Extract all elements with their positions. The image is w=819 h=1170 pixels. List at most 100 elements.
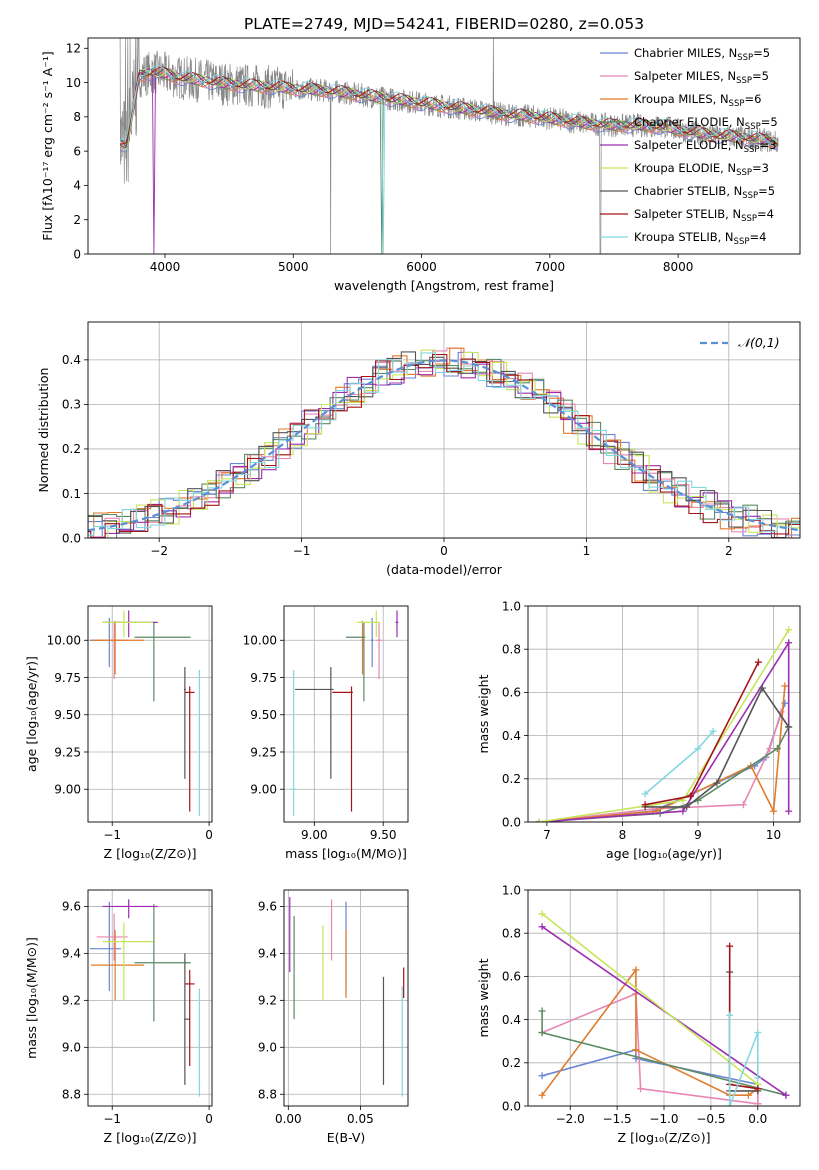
x-tick-label: −2 xyxy=(150,544,168,558)
x-tick-label: −2.0 xyxy=(556,1112,585,1126)
mass-weight-marker xyxy=(535,818,543,822)
error-bar-6 xyxy=(102,922,153,1001)
mass-weight-marker xyxy=(726,1011,734,1019)
y-tick-label: 0.2 xyxy=(502,1056,521,1070)
legend-entry: Salpeter STELIB, NSSP=4 xyxy=(634,207,774,224)
x-tick-label: 9.00 xyxy=(301,828,328,842)
mass-weight-marker xyxy=(538,1091,546,1099)
error-bar-6 xyxy=(102,610,153,638)
y-tick-label: 0.8 xyxy=(502,643,521,657)
error-bar-9 xyxy=(290,670,297,817)
mass-weight-series-6 xyxy=(541,913,759,1086)
error-bar-5 xyxy=(102,899,158,919)
y-tick-label: 9.50 xyxy=(54,708,81,722)
error-bar-1 xyxy=(370,617,374,668)
legend: Chabrier MILES, NSSP=5 Salpeter MILES, NS… xyxy=(600,46,778,247)
y-tick-label: 0.6 xyxy=(502,686,521,700)
x-tick-label: 6000 xyxy=(406,260,437,274)
legend-entry: 𝒩(0,1) xyxy=(738,335,780,350)
y-tick-label: 9.25 xyxy=(250,745,277,759)
y-tick-label: 0.0 xyxy=(62,531,81,545)
x-tick-label: 8000 xyxy=(663,260,694,274)
grid xyxy=(284,890,408,1106)
y-tick-label: 0.2 xyxy=(62,442,81,456)
legend-entry: Salpeter ELODIE, NSSP=3 xyxy=(634,138,777,155)
axes: −1 0 8.8 9.0 9.2 9.4 9.6 Z [log₁₀(Z/Z⊙)] mass [l… xyxy=(24,889,213,1145)
y-tick-label: 10 xyxy=(66,76,81,90)
mass-weight-marker xyxy=(538,1072,546,1080)
spectrum-plot: 4000 5000 6000 7000 8000 0 2 4 6 8 10 12 wavelength … xyxy=(40,37,801,293)
age-vs-mass-plot: 9.00 9.50 9.00 9.25 9.50 9.75 10.00 mass [log₁₀… xyxy=(243,605,409,861)
legend-entry: Salpeter MILES, NSSP=5 xyxy=(634,69,769,86)
plot-area xyxy=(289,897,405,1097)
y-tick-label: 9.2 xyxy=(258,994,277,1008)
mass-weight-marker xyxy=(538,1029,546,1037)
plot-area xyxy=(119,38,779,254)
x-tick-label: 0 xyxy=(205,828,213,842)
mass-weight-marker xyxy=(641,801,649,809)
x-tick-label: 7000 xyxy=(535,260,566,274)
mass-weight-series-9 xyxy=(728,1015,759,1106)
plot-area xyxy=(89,610,201,817)
mass-weight-marker xyxy=(785,807,793,815)
mass-weight-series-3 xyxy=(541,967,759,1096)
y-tick-label: 2 xyxy=(73,213,81,227)
x-tick-label: 4000 xyxy=(150,260,181,274)
axes-frame xyxy=(87,889,213,1107)
axes-frame xyxy=(527,889,801,1107)
mass-weight-marker xyxy=(754,1085,762,1093)
mass-weight-marker xyxy=(683,803,691,811)
axes-frame xyxy=(87,605,213,823)
x-tick-label: 0.0 xyxy=(748,1112,767,1126)
plot-area xyxy=(535,626,793,822)
mass-weight-vs-metallicity-plot: −2.0 −1.5 −1.0 −0.5 0.0 0.0 0.2 0.4 0.6 0.8 1.0 Z [… xyxy=(476,883,801,1145)
error-bar-1 xyxy=(89,901,121,991)
y-tick-label: 12 xyxy=(66,42,81,56)
mass-weight-marker xyxy=(773,745,781,753)
y-tick-label: 0.8 xyxy=(502,927,521,941)
plot-area xyxy=(290,610,399,817)
mass-weight-marker xyxy=(641,790,649,798)
grid xyxy=(88,890,212,1106)
mass-weight-marker xyxy=(754,1029,762,1037)
mass-weight-marker xyxy=(538,910,546,918)
mass-weight-marker xyxy=(709,727,717,735)
x-tick-label: −0.5 xyxy=(696,1112,725,1126)
y-axis-label: Flux [fλ10⁻¹⁷ erg cm⁻² s⁻¹ A⁻¹] xyxy=(40,51,55,240)
x-tick-label: −1.5 xyxy=(603,1112,632,1126)
axes-frame xyxy=(283,889,409,1107)
error-bar-7 xyxy=(295,667,334,779)
x-tick-label: 7 xyxy=(543,828,551,842)
y-tick-label: 9.75 xyxy=(250,671,277,685)
error-bar-4 xyxy=(134,622,191,702)
x-tick-label: 10 xyxy=(766,828,781,842)
y-tick-label: 0.0 xyxy=(502,815,521,829)
legend-entry: Chabrier MILES, NSSP=5 xyxy=(634,46,770,63)
y-tick-label: 0.4 xyxy=(62,353,81,367)
y-tick-label: 9.4 xyxy=(62,947,81,961)
mass-weight-marker xyxy=(770,807,778,815)
mass-weight-marker xyxy=(713,779,721,787)
mass-weight-marker xyxy=(785,626,793,634)
plot-area xyxy=(538,910,790,1106)
x-tick-label: 1 xyxy=(583,544,591,558)
mass-weight-marker xyxy=(744,1091,752,1099)
x-tick-label: 0 xyxy=(205,1112,213,1126)
grid xyxy=(284,606,408,822)
y-tick-label: 0.0 xyxy=(502,1099,521,1113)
mass-weight-vs-age-plot: 7 8 9 10 0.0 0.2 0.4 0.6 0.8 1.0 age [log₁₀(age/yr… xyxy=(476,599,801,861)
error-bar-8 xyxy=(332,686,353,812)
axes: 9.00 9.50 9.00 9.25 9.50 9.75 10.00 mass [log₁₀… xyxy=(243,605,409,861)
x-axis-label: age [log₁₀(age/yr)] xyxy=(606,846,722,861)
y-tick-label: 9.4 xyxy=(258,947,277,961)
mass-weight-marker xyxy=(679,807,687,815)
error-bar-4 xyxy=(134,904,191,1022)
mass-weight-marker xyxy=(785,723,793,731)
axes-frame xyxy=(87,321,801,539)
y-tick-label: 0.6 xyxy=(502,970,521,984)
x-tick-label: 5000 xyxy=(278,260,309,274)
mass-weight-marker xyxy=(781,682,789,690)
error-bar-2 xyxy=(96,913,128,961)
mass-vs-extinction-plot: 0.00 0.05 8.8 9.0 9.2 9.4 9.6 E(B-V) xyxy=(258,889,409,1145)
